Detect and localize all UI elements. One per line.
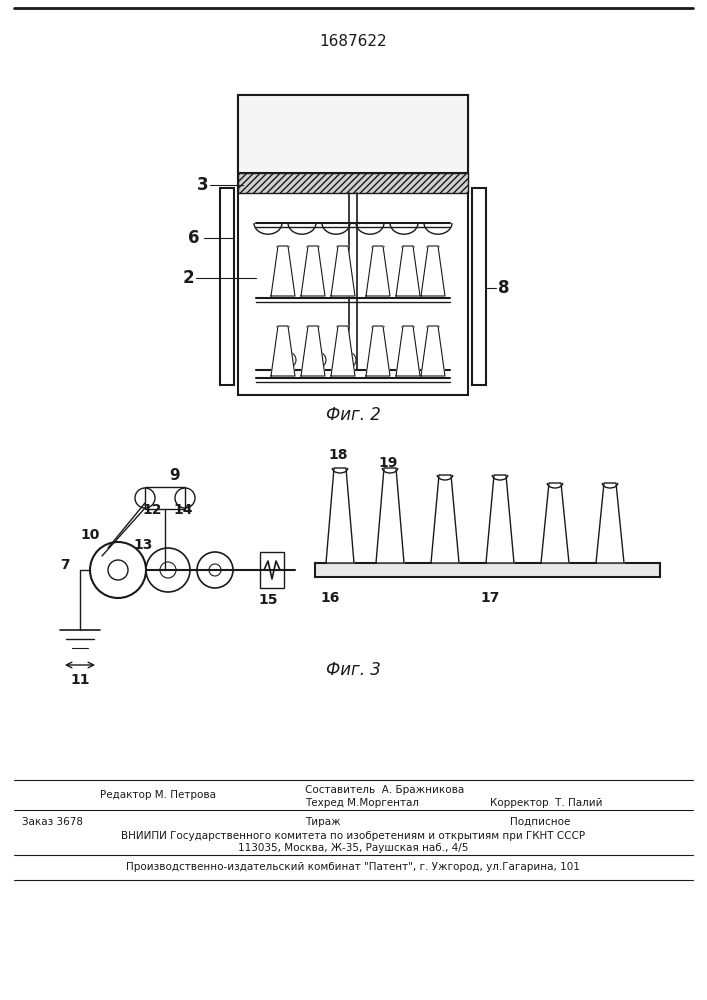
Polygon shape: [331, 326, 355, 376]
Bar: [472, 188, 486, 385]
Polygon shape: [421, 246, 445, 296]
Text: 12: 12: [142, 503, 162, 517]
Bar: [238, 95, 468, 173]
Bar: [145, 487, 185, 509]
Polygon shape: [421, 326, 445, 376]
Text: Фиг. 2: Фиг. 2: [325, 406, 380, 424]
Polygon shape: [331, 246, 355, 296]
Text: 11: 11: [70, 673, 90, 687]
Text: Фиг. 3: Фиг. 3: [325, 661, 380, 679]
Bar: [260, 552, 284, 588]
Text: 17: 17: [480, 591, 500, 605]
Text: 113035, Москва, Ж-35, Раушская наб., 4/5: 113035, Москва, Ж-35, Раушская наб., 4/5: [238, 843, 468, 853]
Polygon shape: [431, 475, 459, 563]
Polygon shape: [376, 468, 404, 563]
Text: 18: 18: [328, 448, 348, 462]
Text: 10: 10: [81, 528, 100, 542]
Polygon shape: [541, 483, 569, 563]
Text: 19: 19: [378, 456, 397, 470]
Bar: [315, 563, 660, 577]
Text: Заказ 3678: Заказ 3678: [22, 817, 83, 827]
Polygon shape: [396, 326, 420, 376]
Text: 13: 13: [134, 538, 153, 552]
Text: Подписное: Подписное: [510, 817, 571, 827]
Text: 7: 7: [60, 558, 70, 572]
Text: ВНИИПИ Государственного комитета по изобретениям и открытиям при ГКНТ СССР: ВНИИПИ Государственного комитета по изоб…: [121, 831, 585, 841]
Text: Составитель  А. Бражникова: Составитель А. Бражникова: [305, 785, 464, 795]
Text: 1687622: 1687622: [319, 34, 387, 49]
Text: 6: 6: [188, 229, 200, 247]
Polygon shape: [596, 483, 624, 563]
Bar: [238, 173, 468, 193]
Text: Редактор М. Петрова: Редактор М. Петрова: [100, 790, 216, 800]
Polygon shape: [271, 246, 295, 296]
Text: 16: 16: [320, 591, 339, 605]
Polygon shape: [301, 326, 325, 376]
Text: 9: 9: [170, 468, 180, 483]
Text: 3: 3: [197, 176, 209, 194]
Text: 15: 15: [258, 593, 278, 607]
Polygon shape: [271, 326, 295, 376]
Bar: [220, 188, 234, 385]
Text: Тираж: Тираж: [305, 817, 341, 827]
Polygon shape: [326, 468, 354, 563]
Polygon shape: [301, 246, 325, 296]
Polygon shape: [396, 246, 420, 296]
Polygon shape: [366, 326, 390, 376]
Text: Техред М.Моргентал: Техред М.Моргентал: [305, 798, 419, 808]
Text: 14: 14: [173, 503, 193, 517]
Text: Производственно-издательский комбинат "Патент", г. Ужгород, ул.Гагарина, 101: Производственно-издательский комбинат "П…: [126, 862, 580, 872]
Text: 8: 8: [498, 279, 510, 297]
Polygon shape: [486, 475, 514, 563]
Polygon shape: [366, 246, 390, 296]
Text: 2: 2: [182, 269, 194, 287]
Text: Корректор  Т. Палий: Корректор Т. Палий: [490, 798, 602, 808]
Bar: [238, 95, 468, 395]
